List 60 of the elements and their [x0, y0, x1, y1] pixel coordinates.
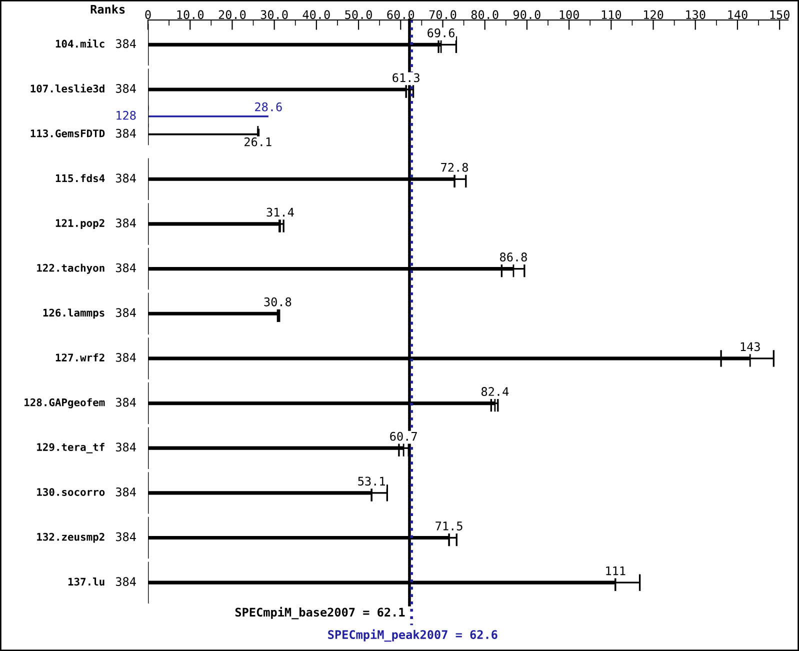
- x-tick-label: 70.0: [429, 10, 456, 20]
- y-tick-label: 121.pop2: [56, 219, 104, 230]
- x-tick-label: 140: [728, 10, 748, 20]
- x-tick-label: 110: [602, 10, 622, 20]
- x-tick-label: 20.0: [218, 10, 246, 20]
- x-tick-label: 10.0: [177, 10, 204, 20]
- x-tick-label: 50.0: [345, 10, 372, 20]
- data-label: 72.8: [441, 162, 468, 172]
- data-label: 71.5: [436, 522, 462, 530]
- data-label: 111: [606, 566, 626, 576]
- text: 384: [116, 352, 136, 362]
- y-tick-label: 113.GemsFDTD: [30, 129, 105, 138]
- x-tick-label: 100: [560, 10, 579, 20]
- ref-line-label: SPECmpiM_base2007 = 62.1: [235, 606, 405, 620]
- y-tick-label: 107.leslie3d: [30, 84, 104, 93]
- text: 384: [116, 39, 136, 48]
- text: 384: [116, 174, 136, 183]
- data-label: 143: [740, 342, 760, 352]
- y-tick-label: 115.fds4: [56, 174, 105, 182]
- text: 384: [116, 442, 136, 452]
- data-label: 53.1: [358, 476, 385, 486]
- text: 384: [116, 218, 136, 228]
- x-tick-label: 150: [770, 10, 790, 20]
- x-tick-label: 80.0: [471, 10, 498, 20]
- data-label: 61.3: [392, 73, 420, 82]
- x-tick-label: 40.0: [302, 10, 330, 20]
- data-label: 31.4: [266, 208, 294, 217]
- y-tick-label: 104.milc: [56, 39, 104, 48]
- y-tick-label: 132.zeusmp2: [37, 532, 104, 543]
- text: 384: [116, 487, 136, 496]
- text: 384: [116, 84, 136, 93]
- data-label: 60.7: [390, 432, 417, 441]
- y-tick-label: 137.lu: [68, 578, 104, 586]
- text: 384: [116, 128, 136, 138]
- data-label: 30.8: [264, 297, 292, 306]
- data-label: 26.1: [244, 137, 272, 146]
- x-tick-label: 0: [145, 10, 151, 20]
- text: 128: [116, 110, 136, 120]
- x-tick-label: 90.0: [513, 10, 540, 20]
- y-tick-label: 130.socorro: [37, 488, 105, 496]
- text: Ranks: [90, 4, 125, 14]
- x-tick-label: 120: [644, 10, 664, 20]
- data-label: 82.4: [481, 387, 509, 396]
- ref-line-label: SPECmpiM_peak2007 = 62.6: [328, 629, 498, 642]
- data-label: 69.6: [428, 28, 454, 38]
- text: 384: [116, 577, 136, 586]
- y-tick-label: 128.GAPgeofem: [24, 398, 105, 408]
- y-tick-label: 129.tera_tf: [37, 442, 104, 454]
- y-tick-label: 122.tachyon: [37, 264, 104, 274]
- data-label: 86.8: [500, 252, 527, 262]
- x-tick-label: 30.0: [260, 10, 288, 20]
- x-tick-label: 60.0: [387, 10, 414, 20]
- x-tick-label: 130: [686, 10, 706, 20]
- text: 384: [116, 532, 136, 542]
- text: 384: [116, 263, 136, 272]
- data-label: 28.6: [255, 102, 282, 112]
- text: 384: [116, 308, 136, 318]
- y-tick-label: 126.lammps: [43, 308, 104, 319]
- y-tick-label: 127.wrf2: [56, 353, 104, 362]
- text: 384: [116, 398, 136, 407]
